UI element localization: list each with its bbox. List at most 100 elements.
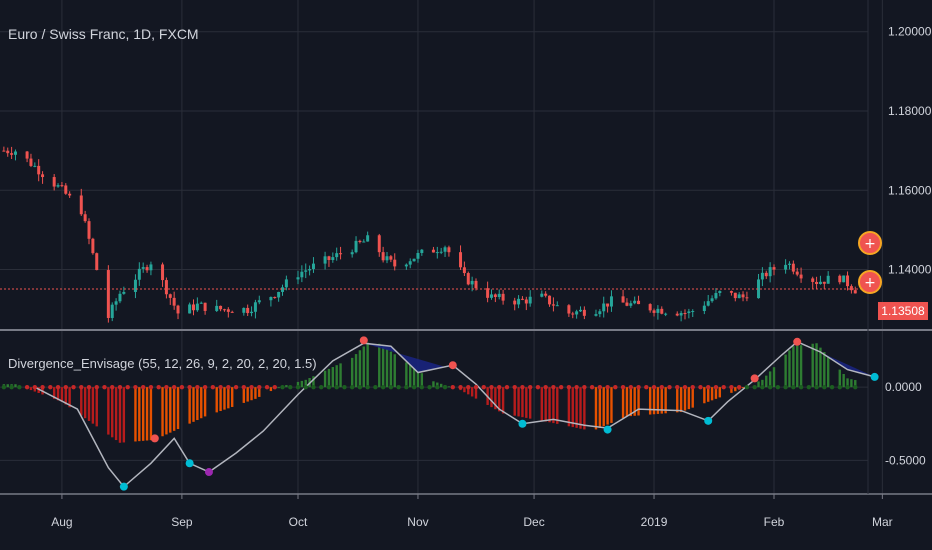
candle-body bbox=[37, 165, 41, 175]
candle-body bbox=[308, 269, 312, 271]
candle-body bbox=[41, 174, 45, 178]
histogram-bar bbox=[679, 387, 683, 413]
zero-line-dot bbox=[636, 384, 641, 390]
histogram-bar bbox=[339, 363, 342, 388]
signal-marker bbox=[448, 361, 457, 370]
candle-body bbox=[764, 272, 768, 277]
candle-body bbox=[281, 287, 285, 292]
candle-body bbox=[633, 300, 637, 304]
candle-body bbox=[656, 308, 660, 313]
histogram-bar bbox=[242, 387, 246, 403]
histogram-bar bbox=[498, 387, 501, 412]
histogram-bar bbox=[439, 383, 443, 388]
price-tick-label: 1.20000 bbox=[888, 25, 932, 39]
histogram-bar bbox=[567, 387, 571, 427]
time-axis-label: Nov bbox=[407, 515, 428, 529]
histogram-bar bbox=[141, 387, 145, 441]
zero-line-dot bbox=[760, 384, 765, 390]
candle-body bbox=[246, 307, 250, 314]
zero-line-dot bbox=[651, 384, 657, 390]
candle-body bbox=[385, 256, 389, 261]
histogram-bar bbox=[203, 387, 207, 417]
zero-line-dot bbox=[814, 384, 819, 390]
histogram-bar bbox=[637, 387, 640, 416]
histogram-bar bbox=[594, 387, 598, 430]
zero-line-dot bbox=[411, 384, 417, 390]
histogram-bar bbox=[788, 350, 791, 388]
histogram-bar bbox=[350, 357, 354, 388]
zero-line-dot bbox=[736, 384, 742, 390]
histogram-bar bbox=[134, 387, 137, 442]
histogram-bar bbox=[467, 387, 470, 395]
histogram-bar bbox=[757, 381, 760, 388]
histogram-bar bbox=[768, 371, 772, 388]
histogram-bar bbox=[169, 387, 172, 433]
candle-body bbox=[64, 185, 68, 194]
time-axis-label: Oct bbox=[289, 515, 308, 529]
divergence-zone bbox=[363, 343, 446, 373]
candle-body bbox=[273, 296, 277, 298]
candle-body bbox=[354, 240, 358, 253]
histogram-bar bbox=[660, 387, 663, 414]
time-axis-label: Dec bbox=[523, 515, 544, 529]
histogram-bar bbox=[118, 387, 122, 443]
signal-marker bbox=[359, 336, 368, 345]
histogram-bar bbox=[548, 387, 551, 423]
candle-body bbox=[513, 300, 517, 305]
candle-body bbox=[733, 292, 737, 299]
zero-line-dot bbox=[9, 384, 14, 390]
histogram-bar bbox=[799, 345, 803, 388]
histogram-bar bbox=[610, 387, 613, 423]
histogram-bar bbox=[490, 387, 493, 408]
last-price-label: 1.13508 bbox=[878, 302, 928, 320]
candle-body bbox=[772, 267, 776, 270]
candle-body bbox=[710, 298, 714, 302]
zero-line-dot bbox=[373, 384, 378, 390]
histogram-bar bbox=[703, 387, 706, 404]
candle-body bbox=[652, 310, 656, 313]
zero-line-dot bbox=[396, 384, 401, 390]
signal-marker bbox=[518, 419, 527, 428]
candle-body bbox=[242, 307, 246, 313]
histogram-bar bbox=[114, 387, 118, 441]
zero-line-dot bbox=[543, 384, 548, 390]
zero-line-dot bbox=[698, 384, 703, 390]
candle-body bbox=[79, 195, 83, 215]
histogram-bar bbox=[525, 387, 528, 418]
candle-body bbox=[571, 313, 575, 315]
candle-body bbox=[784, 264, 788, 270]
histogram-bar bbox=[432, 381, 435, 388]
histogram-bar bbox=[761, 379, 764, 388]
candle-body bbox=[114, 301, 118, 305]
histogram-bar bbox=[521, 387, 524, 418]
histogram-bar bbox=[405, 362, 408, 388]
zero-line-dot bbox=[17, 384, 22, 390]
candle-body bbox=[745, 297, 749, 299]
histogram-bar bbox=[474, 387, 478, 399]
zero-line-dot bbox=[798, 384, 804, 390]
histogram-bar bbox=[269, 387, 273, 392]
histogram-bar bbox=[354, 354, 358, 388]
zero-line-dot bbox=[179, 384, 185, 390]
zero-line-dot bbox=[365, 384, 370, 390]
symbol-title: Euro / Swiss Franc, 1D, FXCM bbox=[8, 26, 199, 42]
histogram-bar bbox=[687, 387, 691, 410]
histogram-bar bbox=[552, 387, 555, 424]
candle-body bbox=[311, 263, 315, 270]
histogram-bar bbox=[463, 387, 466, 393]
zero-line-dot bbox=[435, 384, 440, 390]
zero-line-dot bbox=[342, 384, 347, 390]
signal-marker bbox=[185, 459, 194, 468]
divergence-zone bbox=[797, 341, 875, 377]
zero-line-dot bbox=[48, 384, 53, 390]
zero-line-dot bbox=[295, 384, 301, 390]
zero-line-dot bbox=[24, 384, 30, 390]
zero-line-dot bbox=[682, 384, 688, 390]
candle-body bbox=[462, 267, 466, 274]
histogram-bar bbox=[161, 387, 164, 437]
zero-line-dot bbox=[489, 384, 494, 390]
histogram-bar bbox=[385, 348, 389, 388]
zero-line-dot bbox=[117, 384, 123, 390]
